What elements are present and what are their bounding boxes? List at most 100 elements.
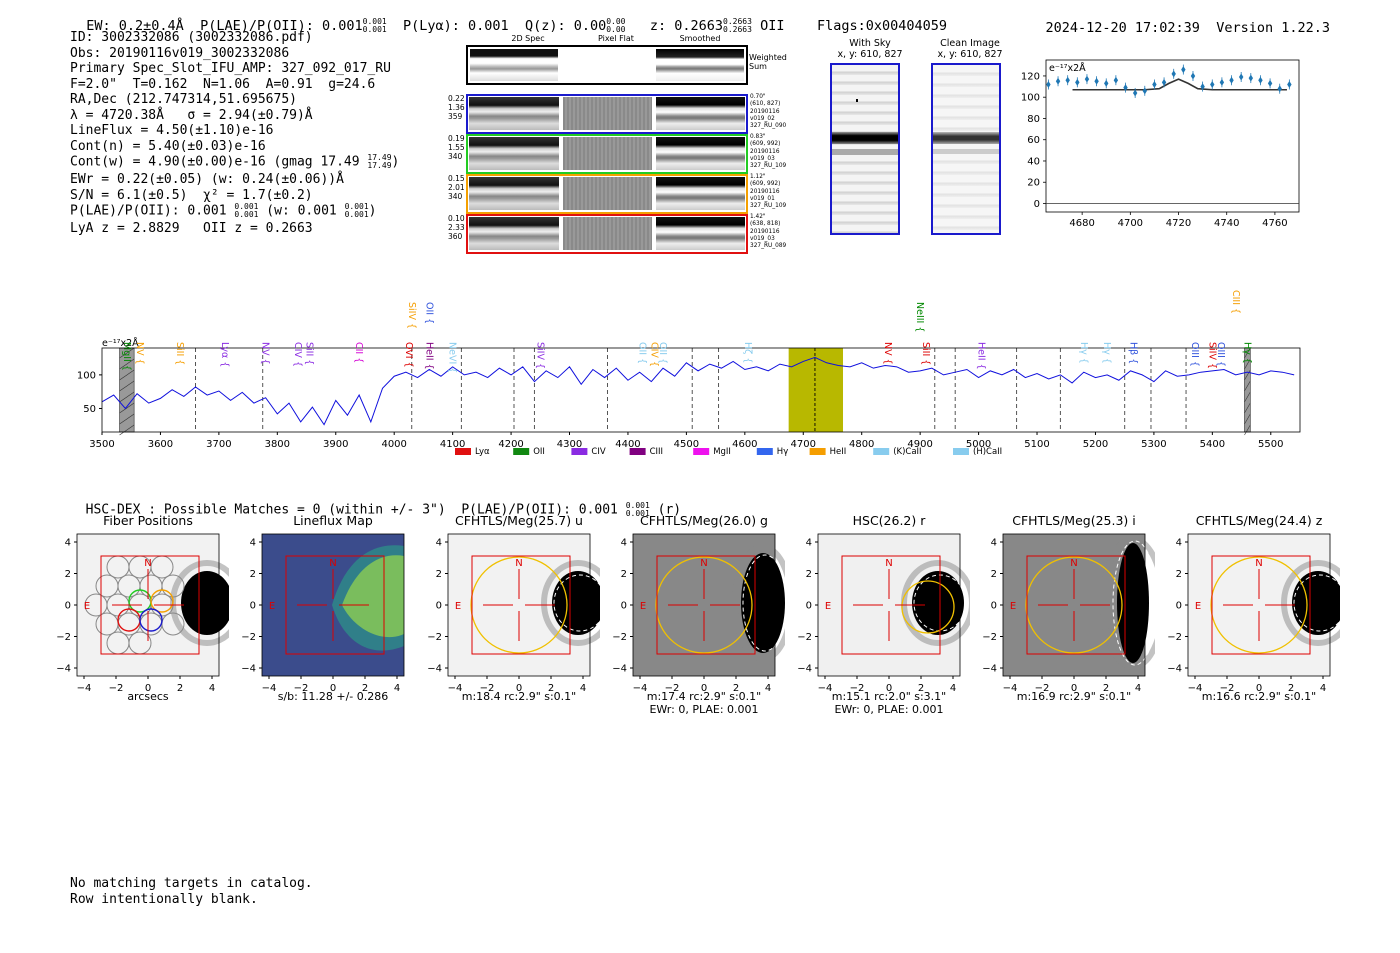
north-label: N (1255, 558, 1262, 569)
stamp-title: CFHTLS/Meg(26.0) g (640, 513, 768, 528)
spec-mask-hatch (1244, 347, 1251, 359)
spec-xtick-label: 5200 (1083, 439, 1108, 450)
source-ellipse (1293, 574, 1340, 632)
zoom-data-point (1287, 80, 1292, 88)
stamp-title: CFHTLS/Meg(24.4) z (1195, 513, 1323, 528)
spec-xtick-label: 4200 (498, 439, 523, 450)
fiber-row-meta: 1.12" (750, 174, 766, 180)
fiber-row-stat: 0.15 (448, 174, 465, 183)
stamp-title: CFHTLS/Meg(25.3) i (1012, 513, 1136, 528)
aperture-circle (1210, 556, 1308, 654)
spec-xtick-label: 3600 (148, 439, 173, 450)
spec-line-label: SiII { (304, 342, 315, 365)
zoom-data-point (1181, 66, 1186, 74)
zoom-data-point (1152, 80, 1157, 88)
info-obs: Obs: 20190116v019_3002332086 (70, 45, 290, 61)
fiber-2dspec-image (469, 137, 559, 170)
spec-line-label: SiIV { (1206, 342, 1217, 369)
fiber-circle-orange (150, 589, 174, 613)
stamp-footprint-box (1211, 555, 1311, 655)
catalog-matches: HSC-DEX : Possible Matches = 0 (within +… (85, 502, 446, 517)
stamp-xtick-label: −4 (77, 683, 92, 694)
stamp-caption: m:18.4 rc:2.9" s:0.1" (419, 690, 619, 703)
zoom-fit-chart: 0 20 40 60 80 100 120 4680 4700 4720 4740 4760 e⁻¹⁷x… (1021, 59, 1300, 229)
stamp-ytick-label: 0 (991, 601, 997, 612)
zoom-ytick-label: 40 (1027, 156, 1040, 167)
info-block: ID: 3002332086 (3002332086.pdf) Obs: 201… (70, 30, 399, 237)
stamp-xtick-label: 2 (733, 683, 739, 694)
east-label: E (269, 601, 275, 612)
spec-mask-hatch (119, 402, 135, 414)
info-primary: Primary Spec_Slot_IFU_AMP: 327_092_017_R… (70, 61, 391, 76)
fiber-row-meta: 20190116 (750, 228, 780, 235)
stamp-ytick-label: −2 (982, 632, 997, 643)
info-ewr: EWr = 0.22(±0.05) (w: 0.24(±0.06))Å (70, 172, 344, 187)
stamp-caption-line1: m:16.6 rc:2.9" s:0.1" (1201, 690, 1317, 703)
spec-highlight-band (788, 348, 844, 432)
spec-line-label: HeII { (423, 342, 434, 370)
stamp-xtick-label: −2 (850, 683, 865, 694)
zoom-xtick-label: 4700 (1118, 218, 1143, 229)
fiber-row-meta: (638, 818) (750, 221, 781, 228)
source-halo (901, 560, 970, 646)
fiber-row-left-label: 0.10 2.33 360 (448, 214, 466, 241)
fiber-2dspec-image (469, 97, 559, 130)
zoom-xtick-label: 4760 (1262, 218, 1287, 229)
spec-ytick-label: 50 (83, 404, 96, 415)
zoom-xtick-label: 4680 (1069, 218, 1094, 229)
source-ellipse (553, 574, 600, 632)
spec-legend-label: CIV (591, 447, 605, 457)
fiber-panel: 2D Spec Pixel Flat Smoothed Weighted Sum… (448, 33, 798, 258)
stamp-ytick-label: 2 (436, 569, 442, 580)
footer-line-1: No matching targets in catalog. (70, 876, 313, 891)
aperture-circle (901, 580, 955, 634)
with-sky-title: With Sky x, y: 610, 827 (837, 38, 903, 60)
zoom-xtick-label: 4740 (1214, 218, 1239, 229)
header-z-line: OII (760, 17, 785, 34)
zoom-ytick-label: 60 (1027, 135, 1040, 146)
spec-line-label: NV { (134, 342, 145, 365)
header-meta: 2024-12-20 17:02:39 Version 1.22.3 (1029, 5, 1331, 36)
fiber-row-meta: 20190116 (750, 108, 780, 115)
zoom-data-point (1248, 74, 1254, 82)
stamp-caption: m:16.9 rc:2.9" s:0.1" (974, 690, 1174, 703)
stamp-margin (603, 534, 633, 676)
spec-xtick-label: 5000 (966, 439, 991, 450)
stamp-xtick-label: 4 (580, 683, 586, 694)
spec-mask-hatch (119, 347, 135, 359)
stamp-ytick-label: 2 (991, 569, 997, 580)
fiber-smoothed-image (656, 97, 745, 130)
header-datetime: 2024-12-20 17:02:39 (1045, 19, 1200, 36)
stamp-xtick-label: −2 (480, 683, 495, 694)
spec-line-label: MgII { (121, 342, 132, 371)
spec-mask-hatch (119, 358, 135, 370)
north-label: N (144, 558, 151, 569)
fiber-row-stat: 0.10 (448, 214, 465, 223)
source-halo (1281, 560, 1340, 646)
source-halo (732, 544, 785, 662)
spec-xtick-label: 3800 (265, 439, 290, 450)
stamp-caption-line1: s/b: 11.28 +/- 0.286 (277, 690, 389, 703)
spec-xtick-label: 4800 (849, 439, 874, 450)
spec-legend-swatch (455, 448, 471, 455)
fiber-circle (161, 612, 185, 636)
zoom-ytick-label: 80 (1027, 114, 1040, 125)
zoom-data-point (1171, 70, 1176, 78)
stamp-panel: N E 4 2 0 −2 −4 −4 −2 0 2 4 (603, 533, 785, 694)
stamp-panel: N E 4 2 0 −2 −4 −4 −2 0 2 4 (47, 533, 229, 694)
aperture-circle (470, 556, 568, 654)
spec-mask-hatch (119, 424, 135, 436)
stamp-xtick-label: −2 (665, 683, 680, 694)
spec-line-label: CIV { (292, 342, 303, 367)
stamp-caption-line2: EWr: 0, PLAE: 0.001 (649, 703, 759, 716)
fiber-circle (161, 574, 185, 598)
info-contn: Cont(n) = 5.40(±0.03)e-16 (70, 138, 266, 154)
stamp-caption-line1: arcsecs (127, 690, 169, 703)
spec-mask-hatch (1244, 391, 1251, 403)
fiber-row-meta: 0.70" (750, 94, 766, 100)
fiber-row-meta: (609, 992) (750, 141, 781, 148)
stamp-footprint-box (841, 555, 941, 655)
east-label: E (1195, 601, 1201, 612)
spec-legend-swatch (571, 448, 588, 455)
stamp-xtick-label: −4 (1188, 683, 1203, 694)
